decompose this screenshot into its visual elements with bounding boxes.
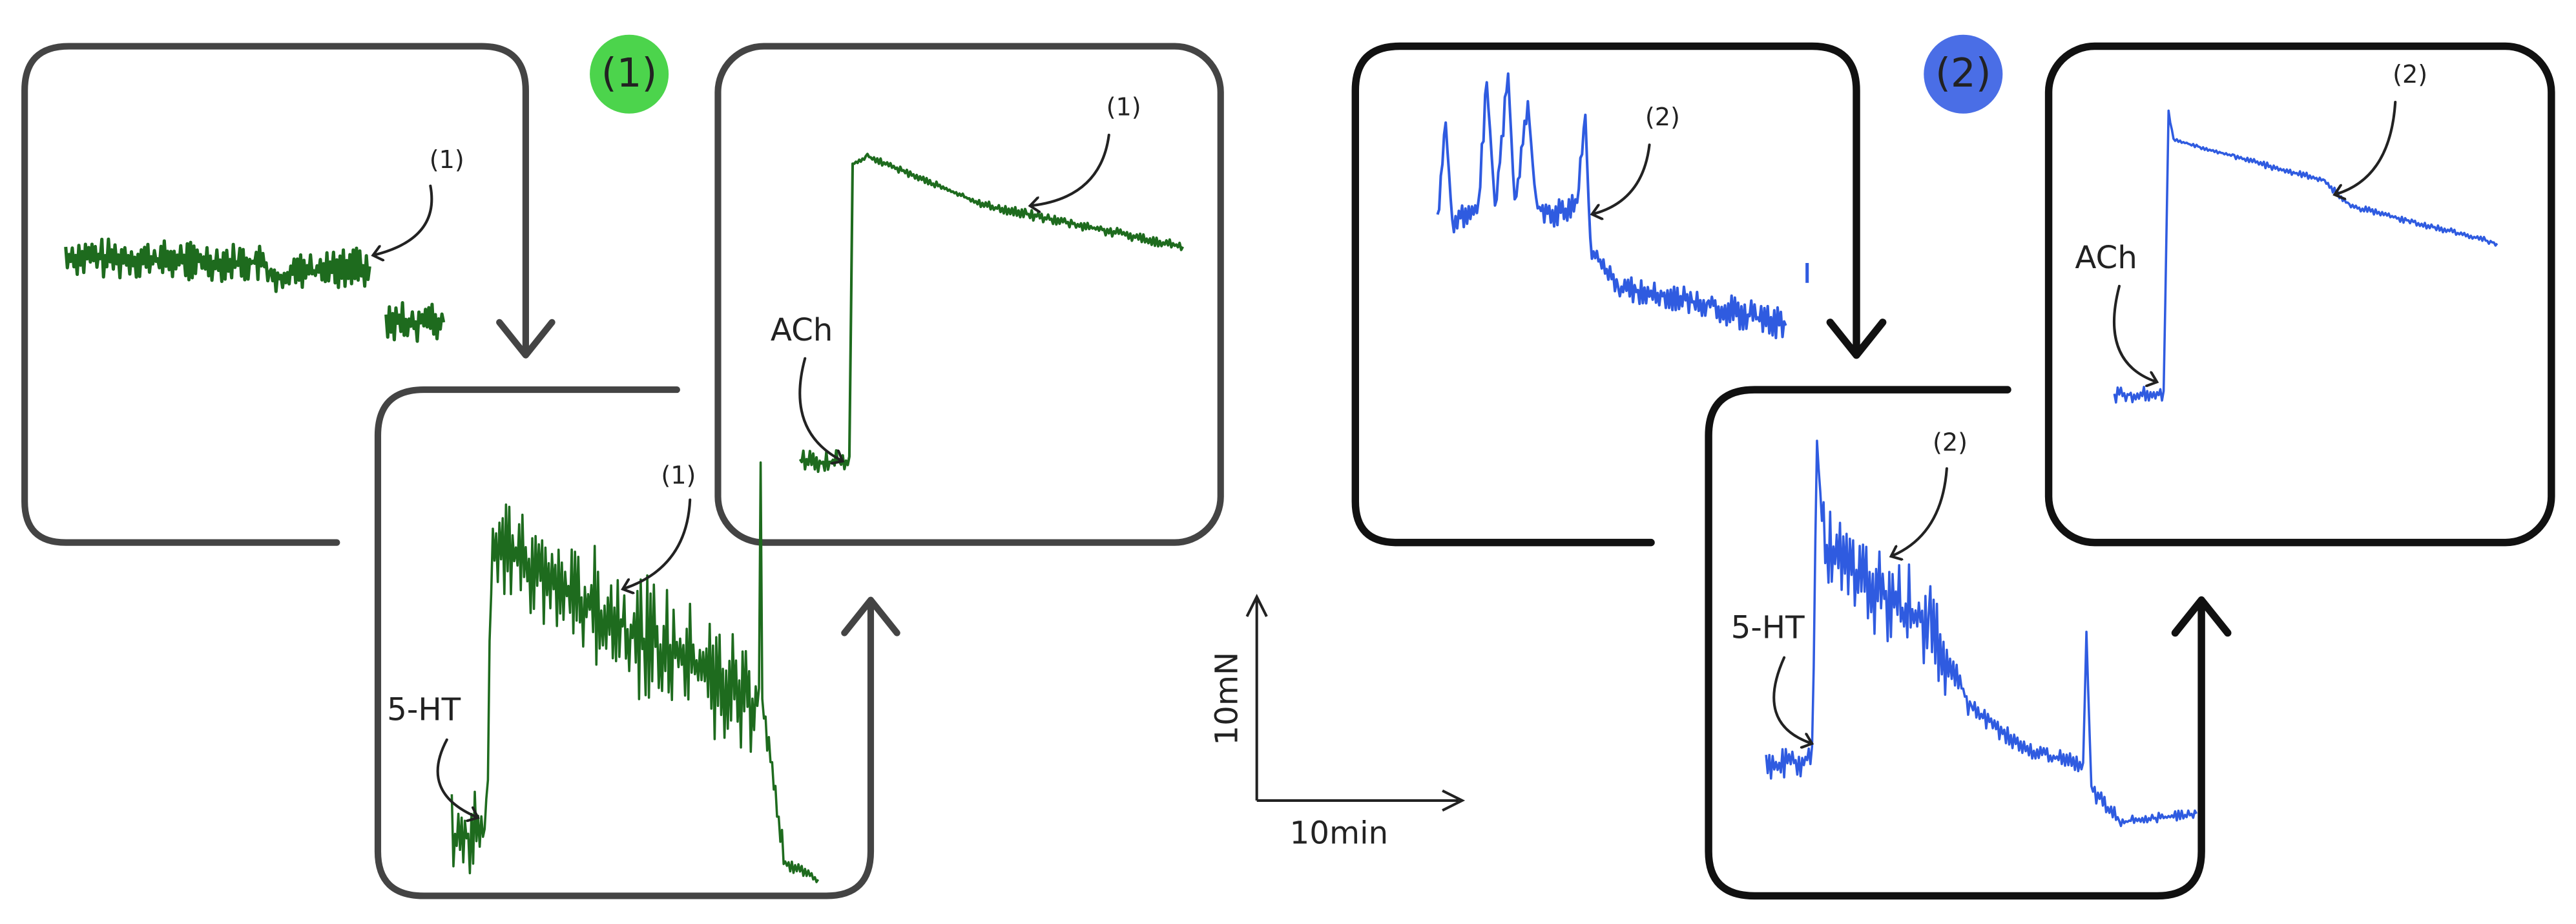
trace [1436, 72, 1787, 340]
callout-arrow [1032, 133, 1110, 205]
trace [450, 461, 820, 883]
traces [1436, 72, 2498, 828]
marker-label: (2) [1645, 103, 1680, 131]
panel-frame [374, 386, 900, 899]
panel-frame [1351, 42, 1887, 547]
scale-x-label: 10min [1290, 815, 1389, 851]
marker-label: (1) [430, 145, 464, 174]
callout-arrow [375, 184, 433, 255]
callout-arrow [624, 498, 692, 588]
marker-label: (2) [2393, 60, 2427, 89]
group-badge-label: (1) [601, 50, 657, 96]
marker-label: (1) [1106, 93, 1141, 121]
scale-bar [1245, 594, 1466, 812]
callout-arrow [1772, 656, 1811, 743]
trace [384, 301, 446, 343]
agonist-label: ACh [771, 312, 833, 348]
scale-y-label: 10mN [1209, 652, 1245, 746]
group-badge [590, 34, 669, 114]
callout-arrow [2336, 100, 2397, 194]
group-badge-label: (2) [1935, 50, 1991, 96]
marker-label: (2) [1933, 428, 1968, 457]
traces [64, 152, 1185, 883]
agonist-label: 5-HT [387, 692, 461, 728]
trace [64, 237, 371, 293]
trace [798, 152, 1185, 474]
callout-arrow [1893, 467, 1948, 556]
agonist-label: 5-HT [1731, 609, 1805, 646]
panel-frame [2044, 42, 2555, 547]
trace [2113, 109, 2498, 404]
callout-arrow [798, 357, 841, 461]
callout-arrow [1594, 143, 1651, 214]
group-badge [1924, 34, 2003, 114]
panel-frame [714, 43, 1224, 546]
trace [1765, 439, 2198, 828]
callout-arrow [436, 738, 477, 817]
marker-label: (1) [661, 461, 696, 489]
panel-frame [1705, 386, 2232, 900]
panel-frame [21, 43, 556, 546]
agonist-label: ACh [2075, 240, 2137, 276]
callout-arrow [2113, 284, 2155, 382]
